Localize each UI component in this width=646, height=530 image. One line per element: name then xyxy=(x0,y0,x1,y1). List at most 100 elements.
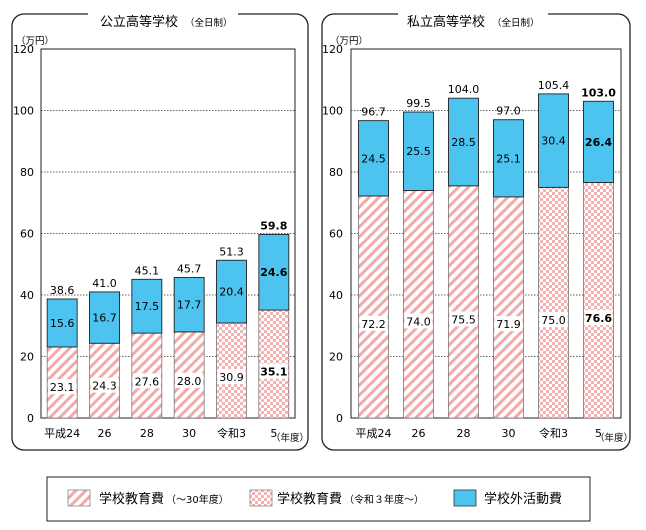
bar-school-education xyxy=(448,185,479,419)
data-label-education: 75.5 xyxy=(451,313,476,326)
data-label-outside: 25.1 xyxy=(496,152,521,165)
data-label-total: 105.4 xyxy=(538,79,570,92)
data-label-education: 74.0 xyxy=(406,315,431,328)
data-label-bg xyxy=(90,377,119,393)
data-label-bg xyxy=(539,312,568,328)
x-category-label: 5 xyxy=(270,427,277,440)
panel-title-text: 公立高等学校 xyxy=(100,14,178,30)
legend-swatch-stripe xyxy=(67,489,91,507)
x-category-label: 26 xyxy=(412,427,426,440)
data-label-outside: 25.5 xyxy=(406,145,431,158)
data-label-bg xyxy=(449,311,478,327)
data-label-bg xyxy=(217,369,246,385)
bar-school-education xyxy=(493,196,524,419)
bar-outside-activity xyxy=(493,119,524,198)
legend-label: 学校教育費 xyxy=(99,491,164,507)
year-unit-label-private: （年度） xyxy=(595,432,633,444)
y-tick-label: 40 xyxy=(20,289,34,302)
data-label-bg xyxy=(132,373,161,389)
data-label-education: 35.1 xyxy=(260,366,287,379)
bar-outside-activity xyxy=(403,111,434,191)
panel-title-public: 公立高等学校 （全日制） xyxy=(88,9,238,33)
y-tick-label: 60 xyxy=(20,228,34,241)
y-unit-label-private: （万円） xyxy=(330,35,368,47)
x-category-label: 28 xyxy=(457,427,471,440)
x-category-label: 令和3 xyxy=(217,426,246,440)
y-tick-label: 120 xyxy=(13,43,34,56)
data-label-outside: 26.4 xyxy=(585,136,612,149)
y-tick-label: 100 xyxy=(13,105,34,118)
panel-title-private: 私立高等学校 （全日制） xyxy=(398,9,548,33)
x-category-label: 5 xyxy=(595,427,602,440)
data-label-bg xyxy=(494,316,523,332)
data-label-bg xyxy=(175,372,204,388)
data-label-outside: 15.6 xyxy=(50,317,75,330)
x-category-label: 28 xyxy=(140,427,154,440)
data-label-total: 45.1 xyxy=(135,264,160,277)
data-label-education: 27.6 xyxy=(135,375,160,388)
y-unit-label-public: （万円） xyxy=(16,35,54,47)
data-label-education: 24.3 xyxy=(92,380,117,393)
x-category-label: 30 xyxy=(182,427,196,440)
data-label-outside: 16.7 xyxy=(92,312,117,325)
data-label-outside: 20.4 xyxy=(219,286,244,299)
data-label-total: 104.0 xyxy=(448,83,480,96)
legend-sublabel: （令和３年度～） xyxy=(344,493,424,506)
legend-sublabel: （～30年度） xyxy=(166,493,229,506)
data-label-education: 72.2 xyxy=(361,318,386,331)
data-label-outside: 28.5 xyxy=(451,136,476,149)
data-label-outside: 17.7 xyxy=(177,299,202,312)
data-label-total: 103.0 xyxy=(581,86,616,99)
data-label-total: 51.3 xyxy=(219,245,244,258)
x-category-label: 平成24 xyxy=(356,427,392,440)
legend-frame xyxy=(46,476,591,522)
panel-title-text: 私立高等学校 xyxy=(407,14,485,30)
bar-outside-activity xyxy=(173,277,205,333)
data-label-education: 28.0 xyxy=(177,375,202,388)
data-label-bg xyxy=(404,313,433,329)
bar-outside-activity xyxy=(258,233,290,311)
x-category-label: 令和3 xyxy=(539,426,568,440)
bar-outside-activity xyxy=(538,93,569,188)
plot-public: 0 20 40 60 80 100 120 23.1 15.6 38.6 平成24 24.3 16.7 4… xyxy=(13,43,296,440)
y-tick-label: 0 xyxy=(27,412,34,425)
x-category-label: 30 xyxy=(502,427,516,440)
legend-item-outside: 学校外活動費 xyxy=(453,489,562,507)
panel-subtitle-text: （全日制） xyxy=(492,17,540,29)
y-tick-label: 0 xyxy=(336,412,343,425)
y-tick-label: 20 xyxy=(329,351,343,364)
plot-private: 0 20 40 60 80 100 120 72.2 24.5 96.7 平成24 74.0 25.5 9… xyxy=(322,43,622,440)
data-label-total: 97.0 xyxy=(496,105,521,118)
data-label-bg xyxy=(584,310,613,326)
legend: 学校教育費 （～30年度） 学校教育費 （令和３年度～） 学校外活動費 xyxy=(46,476,591,522)
x-category-label: 26 xyxy=(98,427,112,440)
bar-outside-activity xyxy=(131,278,163,334)
y-tick-label: 80 xyxy=(329,166,343,179)
legend-label: 学校教育費 xyxy=(277,491,342,507)
panel-subtitle-text: （全日制） xyxy=(185,17,233,29)
bar-school-education xyxy=(538,187,569,419)
x-category-label: 平成24 xyxy=(44,427,80,440)
data-label-total: 96.7 xyxy=(361,106,386,119)
bar-outside-activity xyxy=(448,97,479,187)
y-tick-label: 60 xyxy=(329,228,343,241)
data-label-total: 45.7 xyxy=(177,262,202,275)
data-label-total: 41.0 xyxy=(92,277,117,290)
legend-swatch-solid xyxy=(453,489,477,507)
data-label-education: 76.6 xyxy=(585,312,612,325)
legend-label: 学校外活動費 xyxy=(484,491,562,507)
data-label-total: 59.8 xyxy=(260,219,287,232)
bar-outside-activity xyxy=(89,291,120,344)
year-unit-label-public: （年度） xyxy=(271,432,309,444)
y-tick-label: 120 xyxy=(322,43,343,56)
bar-outside-activity xyxy=(583,100,614,183)
data-label-outside: 24.6 xyxy=(260,266,287,279)
bar-school-education xyxy=(583,182,614,419)
y-tick-label: 100 xyxy=(322,105,343,118)
data-label-education: 30.9 xyxy=(219,371,244,384)
bar-school-education xyxy=(358,195,389,419)
data-label-outside: 17.5 xyxy=(135,300,160,313)
data-label-total: 99.5 xyxy=(406,97,431,110)
legend-item-edu-new: 学校教育費 （令和３年度～） xyxy=(249,489,424,507)
